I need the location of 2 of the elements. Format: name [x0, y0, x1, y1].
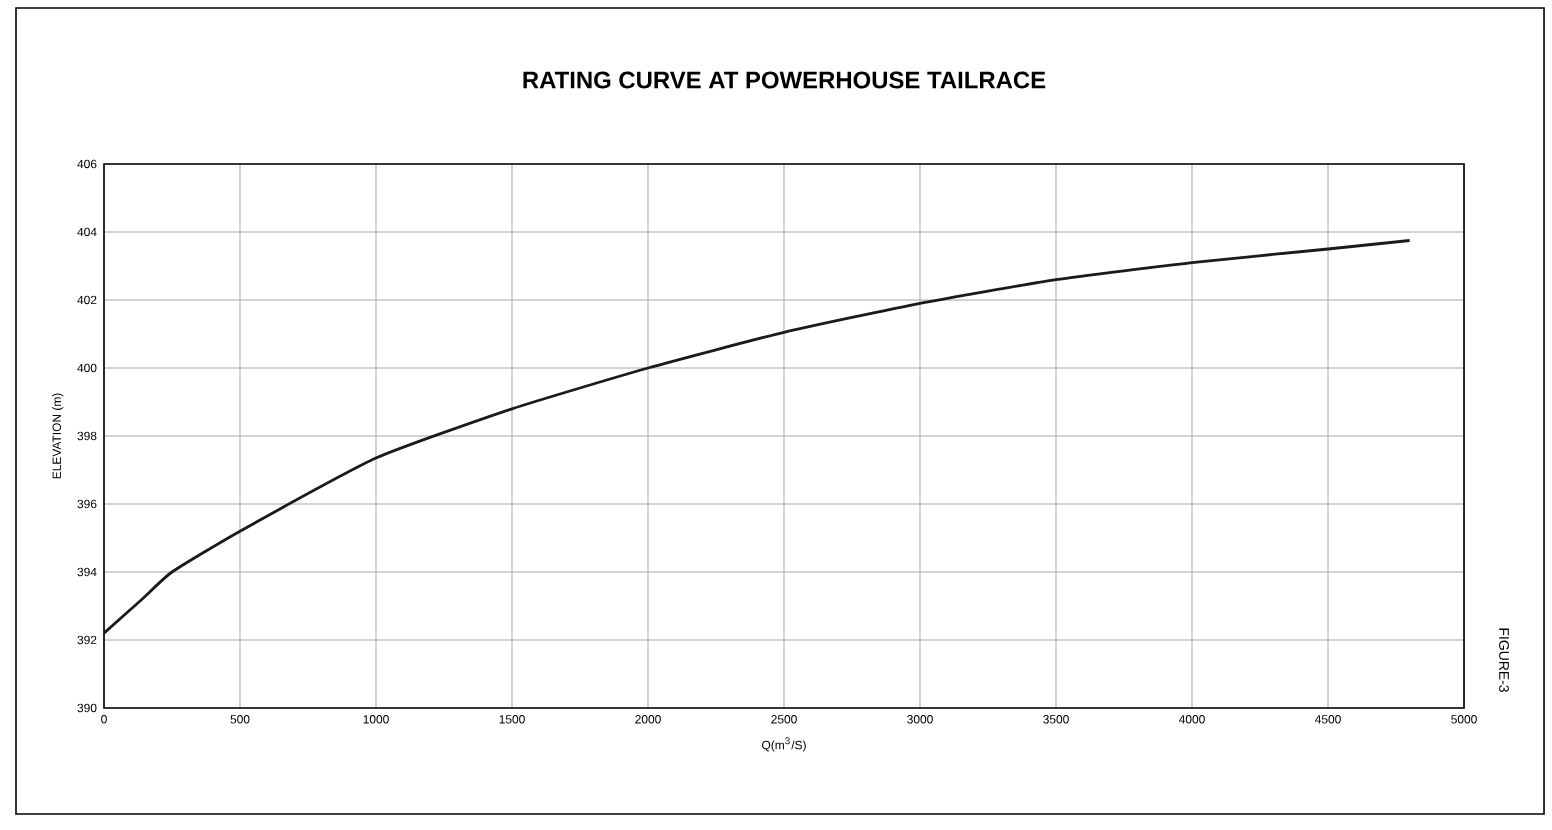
line-series: [104, 239, 1412, 635]
chart-title: RATING CURVE AT POWERHOUSE TAILRACE: [523, 71, 1046, 89]
